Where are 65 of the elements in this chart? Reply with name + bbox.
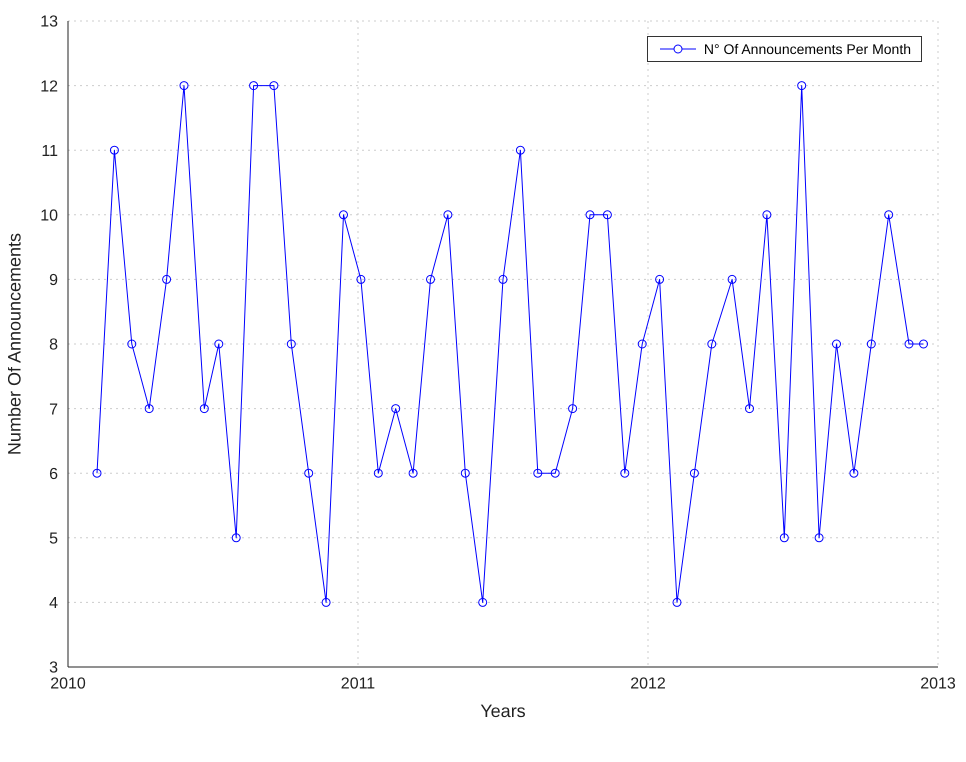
point xyxy=(672,598,682,607)
point xyxy=(92,468,102,478)
point xyxy=(460,468,470,478)
point xyxy=(884,210,894,220)
legend-label: N° Of Announcements Per Month xyxy=(704,41,911,57)
point xyxy=(286,340,296,348)
point xyxy=(866,340,876,348)
point xyxy=(214,340,224,348)
point xyxy=(550,468,560,478)
point xyxy=(904,340,914,348)
point xyxy=(797,81,806,90)
point xyxy=(745,404,754,414)
point xyxy=(322,598,331,607)
point xyxy=(762,210,772,220)
point xyxy=(127,340,136,348)
point xyxy=(426,274,435,284)
x-tick-label: 2011 xyxy=(340,675,376,692)
x-tick-label: 2012 xyxy=(630,675,666,692)
y-tick-label: 4 xyxy=(49,595,58,612)
point xyxy=(144,404,154,414)
point xyxy=(586,210,594,220)
y-tick-label: 8 xyxy=(49,336,58,354)
y-tick-label: 6 xyxy=(49,466,58,483)
point xyxy=(568,404,578,414)
point xyxy=(356,274,366,284)
point xyxy=(269,81,278,90)
point xyxy=(498,274,508,284)
point xyxy=(304,468,314,478)
point xyxy=(200,404,209,414)
point xyxy=(478,598,488,607)
point xyxy=(620,468,630,478)
point xyxy=(391,404,400,414)
point xyxy=(443,210,452,220)
point xyxy=(655,274,664,284)
y-tick-label: 7 xyxy=(49,401,58,418)
y-tick-label: 12 xyxy=(40,78,58,96)
y-tick-label: 10 xyxy=(40,207,58,224)
point xyxy=(162,274,172,284)
y-tick-label: 11 xyxy=(41,142,58,160)
point xyxy=(110,146,119,155)
y-tick-label: 3 xyxy=(49,660,58,677)
x-axis-title: Years xyxy=(480,701,526,721)
point xyxy=(728,274,737,284)
y-tick-label: 13 xyxy=(40,14,58,31)
point xyxy=(814,533,824,542)
point xyxy=(638,340,647,348)
point xyxy=(533,468,542,478)
point xyxy=(374,468,383,478)
x-tick-label: 2013 xyxy=(920,675,956,692)
x-tick-label: 2010 xyxy=(50,675,86,692)
point xyxy=(707,340,716,348)
point xyxy=(602,210,612,220)
point xyxy=(180,81,188,90)
point xyxy=(408,468,418,478)
point xyxy=(232,533,241,542)
y-tick-label: 9 xyxy=(49,272,58,290)
point xyxy=(690,468,699,478)
point xyxy=(832,340,841,348)
point xyxy=(919,340,928,348)
point xyxy=(780,533,789,542)
y-tick-label: 5 xyxy=(49,530,58,548)
point xyxy=(516,146,525,155)
point xyxy=(339,210,348,220)
point xyxy=(249,81,258,90)
point xyxy=(849,468,858,478)
